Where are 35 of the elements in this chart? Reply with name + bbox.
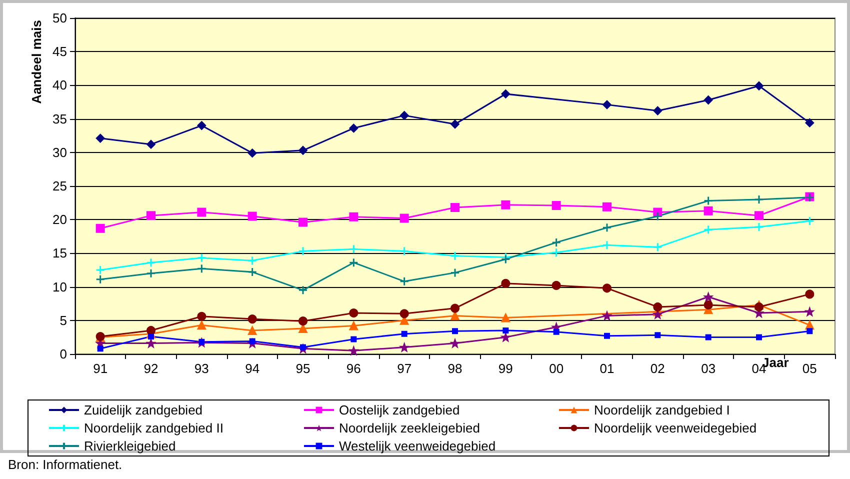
x-tick-label: 95	[296, 361, 310, 376]
y-tick-label: 35	[52, 111, 67, 126]
y-tick-label: 10	[52, 279, 67, 294]
x-tick-label: 94	[245, 361, 260, 376]
y-tick-label: 15	[52, 246, 67, 261]
x-tick-label: 93	[194, 361, 209, 376]
x-tick-label: 99	[498, 361, 513, 376]
x-tick-label: 98	[448, 361, 462, 376]
x-tick-label: 91	[93, 361, 108, 376]
legend-label: Oostelijk zandgebied	[339, 402, 460, 418]
text: Bron: Informatienet.	[8, 457, 122, 472]
legend-label: Noordelijk zandgebied I	[594, 402, 730, 418]
x-tick-label: 00	[549, 361, 564, 376]
y-tick-label: 5	[60, 312, 67, 328]
legend-label: Noordelijk zeekleigebied	[339, 420, 480, 436]
x-tick-label: 02	[650, 361, 665, 376]
x-tick-label: 96	[346, 361, 361, 376]
y-tick-label: 30	[52, 144, 67, 160]
legend-label: Zuidelijk zandgebied	[84, 402, 203, 418]
x-tick-label: 05	[802, 361, 817, 376]
y-axis-title: Aandeel mais	[29, 20, 44, 104]
legend-label: Noordelijk zandgebied II	[84, 420, 224, 436]
legend-label: Noordelijk veenweidegebied	[594, 420, 757, 436]
y-tick-label: 0	[60, 346, 67, 362]
x-tick-label: 97	[397, 361, 412, 376]
y-tick-label: 20	[52, 212, 67, 228]
y-tick-label: 25	[52, 178, 67, 194]
x-tick-label: 01	[600, 361, 614, 376]
x-tick-label: 92	[144, 361, 158, 376]
y-tick-label: 50	[52, 10, 67, 26]
legend-label: Westelijk veenweidegebied	[339, 438, 496, 454]
y-tick-label: 45	[52, 44, 67, 60]
y-tick-label: 40	[52, 78, 67, 93]
legend-label: Rivierkleigebied	[84, 438, 176, 454]
x-tick-label: 03	[701, 361, 716, 376]
